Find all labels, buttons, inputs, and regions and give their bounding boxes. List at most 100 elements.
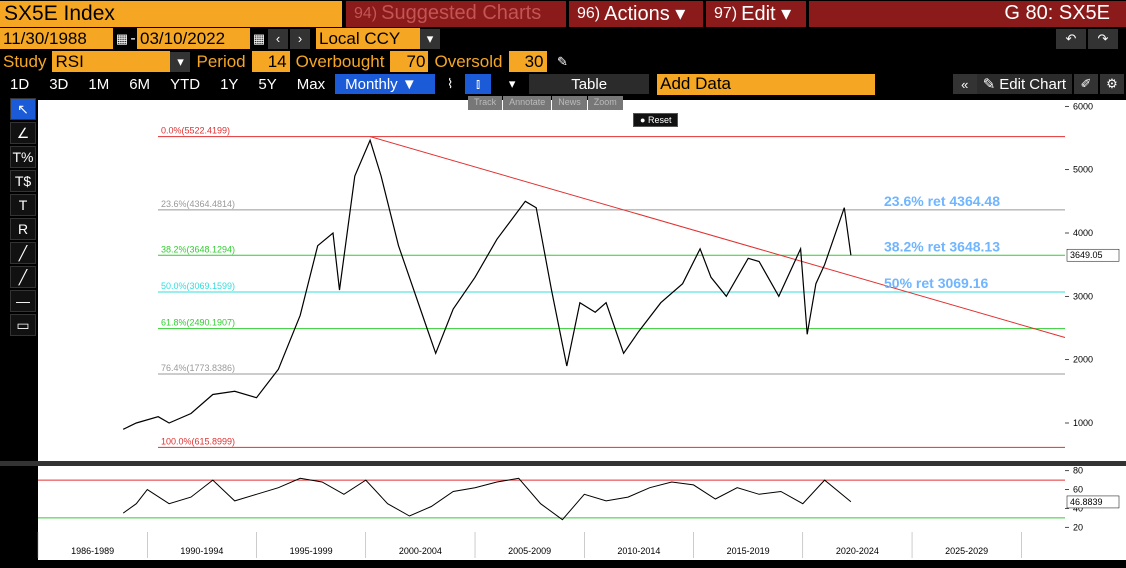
x-tick-label: 1986-1989 — [71, 546, 114, 556]
start-date-field[interactable]: 11/30/1988 — [0, 28, 113, 49]
rsi-last-value-badge — [1066, 495, 1120, 509]
main-panel-bg — [38, 100, 1065, 461]
study-bar: Study RSI ▾ Period 14 Overbought 70 Over… — [0, 50, 1126, 73]
rsi-axis-bg — [1065, 466, 1126, 560]
period-buttons: 1D 3D 1M 6M YTD 1Y 5Y Max — [0, 74, 335, 94]
period-1d[interactable]: 1D — [10, 75, 30, 93]
reset-label: Reset — [647, 115, 672, 125]
y-tick-label: 1000 — [1073, 418, 1093, 428]
next-arrow-icon[interactable]: › — [290, 28, 310, 49]
period-ytd[interactable]: YTD — [170, 75, 201, 93]
edit-label: Edit ▾ — [741, 3, 792, 25]
text-icon[interactable]: T — [10, 194, 36, 216]
period-6m[interactable]: 6M — [129, 75, 151, 93]
ray-icon[interactable]: ╱ — [10, 266, 36, 288]
chart-type-dropdown-icon[interactable]: ▾ — [499, 74, 526, 94]
period-1m[interactable]: 1M — [88, 75, 110, 93]
prev-arrow-icon[interactable]: ‹ — [268, 28, 288, 49]
currency-select[interactable]: Local CCY — [316, 28, 420, 49]
actions-button[interactable]: 96) Actions ▾ — [569, 0, 703, 27]
chart-area: 1986-1989 1990-1994 1995-1999 2000-2004 2005… — [0, 96, 1126, 563]
chart-svg: 1986-1989 1990-1994 1995-1999 2000-2004 2005… — [0, 100, 1126, 560]
function-code: G 80: SX5E — [809, 0, 1126, 27]
period-3d[interactable]: 3D — [49, 75, 69, 93]
period-5y[interactable]: 5Y — [258, 75, 277, 93]
percent-text-icon[interactable]: T% — [10, 146, 36, 168]
period-bar: 1D 3D 1M 6M YTD 1Y 5Y Max Monthly ▼ ⌇ ⫾ ▾ Table… — [0, 73, 1126, 95]
rsi-y-tick-label: 80 — [1073, 466, 1083, 476]
minibar-track[interactable]: Track — [468, 96, 503, 110]
x-tick-label: 1995-1999 — [290, 546, 333, 556]
table-button[interactable]: Table — [529, 74, 650, 94]
y-tick-label: 4000 — [1073, 228, 1093, 238]
fib-label: 23.6%(4364.4814) — [161, 199, 235, 209]
reset-button[interactable]: ● Reset — [633, 113, 679, 127]
reset-icon: ● — [640, 115, 646, 125]
minibar-zoom[interactable]: Zoom — [587, 96, 623, 110]
ret-annotation: 50% ret 3069.16 — [884, 275, 989, 291]
top-toolbar: SX5E Index 94) Suggested Charts 96) Acti… — [0, 0, 1126, 27]
last-value-badge — [1066, 248, 1120, 262]
overbought-label: Overbought — [295, 51, 385, 71]
trendline — [369, 136, 1066, 338]
edit-chart-button[interactable]: ✎ Edit Chart — [976, 74, 1072, 94]
x-tick-label: 2005-2009 — [508, 546, 551, 556]
undo-icon[interactable]: ↶ — [1056, 28, 1086, 49]
ticker-field[interactable]: SX5E Index — [0, 0, 342, 27]
r-icon[interactable]: R — [10, 218, 36, 240]
actions-label: Actions ▾ — [604, 3, 686, 25]
ret-annotation: 38.2% ret 3648.13 — [884, 238, 1000, 254]
suggested-num: 94) — [354, 4, 378, 22]
x-tick-label: 2015-2019 — [727, 546, 770, 556]
add-data-input[interactable]: Add Data — [657, 73, 876, 95]
rect-icon[interactable]: ▭ — [10, 314, 36, 336]
oversold-field[interactable]: 30 — [508, 51, 547, 72]
line-chart-icon[interactable]: ⌇ — [437, 74, 464, 94]
panel-divider — [0, 461, 1126, 466]
settings-gear-icon[interactable]: ⚙ — [1100, 74, 1124, 94]
edit-button[interactable]: 97) Edit ▾ — [706, 0, 806, 27]
calendar-icon[interactable]: ▦ — [115, 28, 129, 49]
line-draw-icon[interactable]: ∠ — [10, 122, 36, 144]
fib-label: 38.2%(3648.1294) — [161, 244, 235, 254]
fib-label: 61.8%(2490.1907) — [161, 318, 235, 328]
study-dropdown-icon[interactable]: ▾ — [170, 51, 191, 72]
rsi-y-tick-label: 20 — [1073, 522, 1083, 532]
x-tick-label: 1990-1994 — [180, 546, 223, 556]
collapse-icon[interactable]: « — [952, 74, 977, 94]
last-value-label: 3649.05 — [1070, 250, 1103, 260]
range-dash: - — [130, 29, 136, 47]
ret-annotation: 23.6% ret 4364.48 — [884, 193, 1000, 209]
actions-num: 96) — [577, 4, 601, 22]
period-1y[interactable]: 1Y — [220, 75, 239, 93]
study-label: Study — [3, 51, 47, 71]
y-axis-bg — [1065, 100, 1126, 461]
pencil-icon[interactable]: ✎ — [552, 51, 573, 72]
period-max[interactable]: Max — [296, 75, 326, 93]
overbought-field[interactable]: 70 — [390, 51, 429, 72]
period-field[interactable]: 14 — [251, 51, 290, 72]
edit-chart-icon: ✎ — [982, 76, 996, 93]
rsi-panel-bg — [38, 466, 1065, 532]
rsi-y-tick-label: 40 — [1073, 503, 1083, 513]
rsi-last-value-label: 46.8839 — [1070, 497, 1103, 507]
edit-num: 97) — [714, 4, 738, 22]
minibar-news[interactable]: News — [552, 96, 587, 110]
trendline-icon[interactable]: ╱ — [10, 242, 36, 264]
calendar-icon-end[interactable]: ▦ — [252, 28, 266, 49]
candle-chart-icon[interactable]: ⫾ — [465, 74, 492, 94]
hline-icon[interactable]: — — [10, 290, 36, 312]
suggested-charts-button[interactable]: 94) Suggested Charts — [346, 0, 566, 27]
study-select[interactable]: RSI — [52, 51, 171, 72]
pointer-icon[interactable]: ↖ — [10, 98, 36, 120]
draw-icon[interactable]: ✐ — [1074, 74, 1098, 94]
dollar-text-icon[interactable]: T$ — [10, 170, 36, 192]
end-date-field[interactable]: 03/10/2022 — [137, 28, 250, 49]
redo-icon[interactable]: ↷ — [1088, 28, 1118, 49]
oversold-label: Oversold — [434, 51, 503, 71]
minibar-annotate[interactable]: Annotate — [503, 96, 552, 110]
fib-label: 50.0%(3069.1599) — [161, 281, 235, 291]
frequency-select[interactable]: Monthly ▼ — [335, 74, 436, 94]
currency-dropdown-icon[interactable]: ▾ — [420, 28, 440, 49]
fib-label: 100.0%(615.8999) — [161, 436, 235, 446]
